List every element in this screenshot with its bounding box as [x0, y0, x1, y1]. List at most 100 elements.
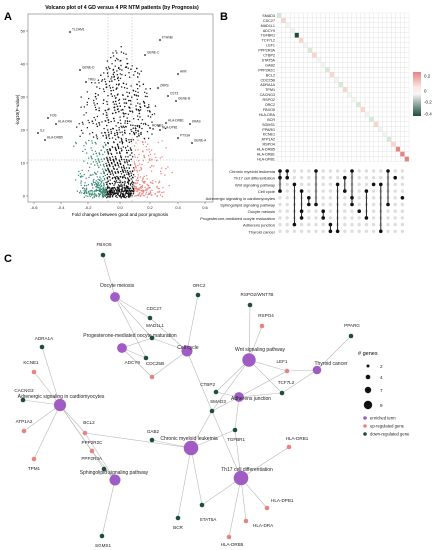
heatmap-cell — [400, 141, 405, 147]
volcano-point — [142, 192, 144, 195]
heatmap-cell — [298, 101, 304, 108]
volcano-point — [156, 159, 158, 162]
network-edge — [281, 369, 318, 394]
heatmap-cell — [303, 17, 308, 24]
heatmap-cell — [351, 87, 357, 93]
volcano-point — [125, 112, 127, 115]
volcano-point — [139, 163, 141, 165]
heatmap-cell — [285, 67, 291, 73]
upset-dot-filled — [379, 182, 383, 187]
volcano-point — [86, 101, 89, 104]
volcano-point — [126, 87, 128, 90]
heatmap-cell — [338, 116, 344, 123]
type-legend-label: up-regulated gene — [370, 424, 405, 429]
upset-dot-empty — [314, 216, 318, 220]
heatmap-cell — [382, 77, 388, 83]
panel-a-title: Volcano plot of 4 GD versus 4 PR NTM pat… — [45, 5, 199, 11]
heatmap-cell — [373, 72, 379, 78]
heatmap-cell — [276, 82, 282, 88]
volcano-point — [103, 141, 106, 144]
volcano-point — [116, 52, 118, 54]
volcano-point — [88, 121, 90, 124]
heatmap-cell — [360, 82, 366, 88]
heatmap-cell — [378, 151, 383, 157]
volcano-point — [126, 63, 128, 65]
heatmap-cell — [356, 12, 361, 19]
heatmap-cell — [320, 32, 326, 38]
volcano-point — [121, 181, 124, 184]
gene-label: KCNE1 — [23, 360, 39, 365]
volcano-point — [108, 85, 111, 87]
volcano-point — [110, 193, 113, 196]
heatmap-cell — [316, 52, 322, 58]
volcano-point — [92, 197, 94, 199]
volcano-point — [120, 147, 122, 150]
heatmap-cell — [351, 62, 357, 68]
upset-dot-empty — [292, 229, 297, 233]
heatmap-cell — [351, 116, 357, 123]
volcano-point — [143, 102, 146, 104]
heatmap-cell — [307, 87, 313, 93]
heatmap-cell — [382, 37, 388, 43]
heatmap-cell — [364, 27, 370, 33]
heatmap-cell — [382, 141, 388, 147]
heatmap-cell — [373, 146, 379, 152]
heatmap-cell — [378, 77, 383, 83]
upset-dot-empty — [328, 189, 333, 193]
volcano-point — [146, 183, 148, 185]
term-node-om — [110, 292, 120, 302]
heatmap-cell — [276, 57, 282, 63]
heatmap-cell — [391, 82, 396, 88]
heatmap-cell — [281, 47, 286, 53]
volcano-point — [108, 186, 110, 189]
heatmap-cell — [342, 141, 348, 147]
heatmap-cell — [373, 111, 379, 118]
heatmap-cell — [316, 57, 322, 63]
upset-dot-empty — [285, 209, 289, 213]
upset-dot-filled — [335, 229, 340, 234]
upset-dot-filled — [386, 169, 390, 173]
term-node-cc — [181, 345, 193, 357]
volcano-point — [142, 143, 144, 146]
volcano-point — [110, 188, 112, 191]
upset-dot-empty — [386, 209, 390, 213]
volcano-point — [105, 86, 108, 88]
volcano-point — [93, 102, 95, 104]
network-edge — [211, 359, 250, 412]
volcano-point — [131, 65, 133, 67]
volcano-point — [113, 190, 116, 192]
heatmap-cell — [386, 57, 392, 63]
volcano-point — [133, 94, 136, 96]
volcano-point — [113, 120, 116, 122]
volcano-point — [137, 118, 139, 121]
volcano-gene-label: FOS — [50, 114, 57, 118]
gene-label: SMAD3 — [210, 399, 226, 404]
heatmap-cell — [373, 97, 379, 103]
volcano-point — [142, 194, 144, 196]
volcano-point — [113, 103, 116, 105]
volcano-point — [106, 181, 108, 184]
volcano-point — [123, 185, 125, 187]
gene-label: RSPO2/WNT7B — [241, 292, 274, 297]
heatmap-cell — [298, 116, 304, 123]
heatmap-cell — [360, 151, 366, 157]
heatmap-cell — [276, 37, 282, 43]
volcano-point — [106, 191, 109, 194]
volcano-point — [104, 78, 106, 80]
heatmap-cell — [342, 82, 348, 88]
volcano-point — [102, 146, 105, 149]
heatmap-cell — [382, 101, 388, 108]
heatmap-cell — [320, 141, 326, 147]
upset-dot-empty — [343, 229, 347, 233]
heatmap-cell — [307, 126, 313, 132]
volcano-point — [81, 121, 84, 124]
volcano-point — [133, 131, 135, 134]
volcano-point — [126, 151, 128, 154]
heatmap-cell — [320, 77, 326, 83]
heatmap-cell — [386, 12, 392, 19]
network-edge — [33, 371, 61, 406]
heatmap-cell — [320, 52, 326, 58]
volcano-point — [117, 67, 120, 70]
volcano-gene-label: GENE-A — [194, 139, 207, 143]
heatmap-cell — [391, 106, 396, 113]
